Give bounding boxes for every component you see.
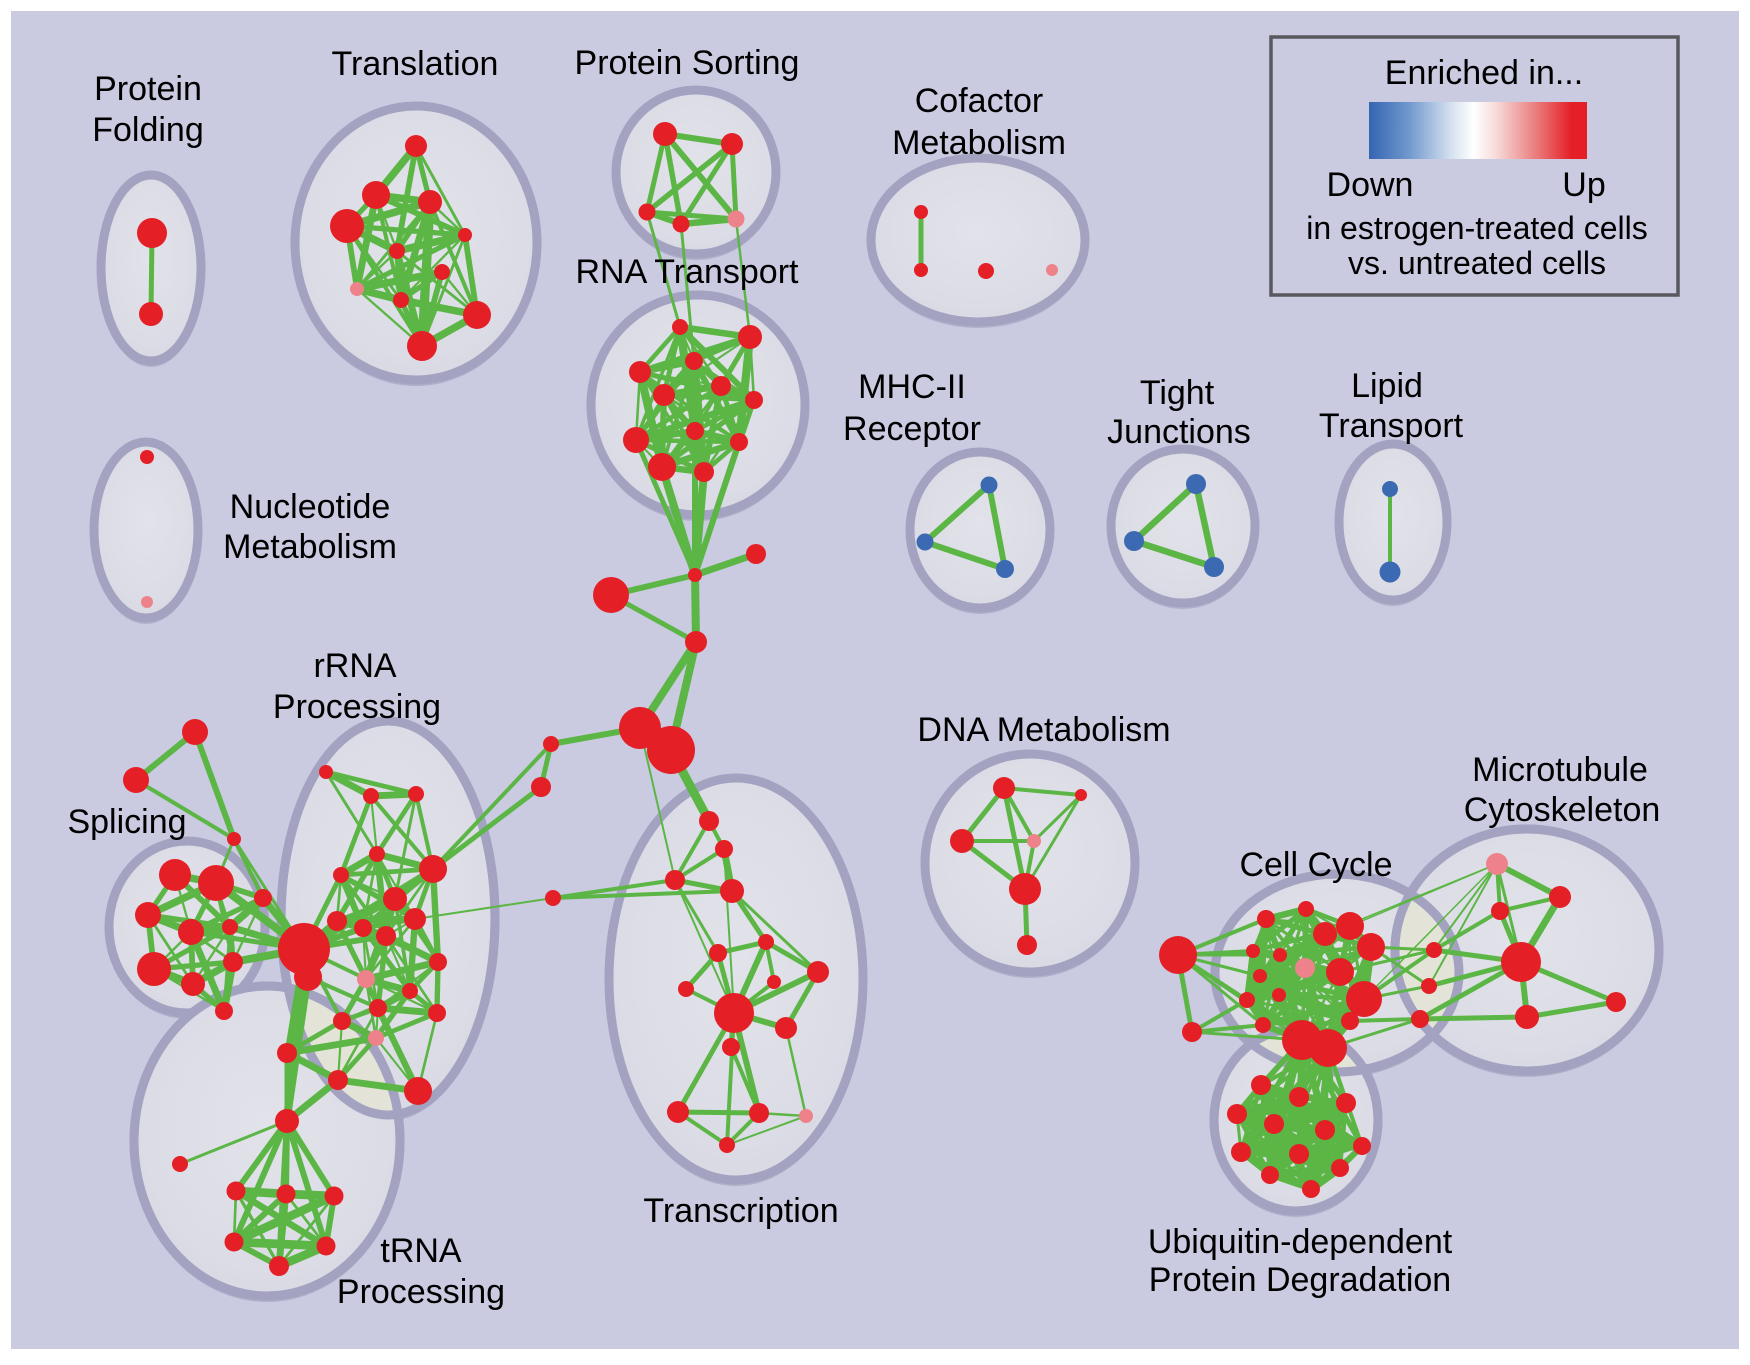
svg-text:rRNA: rRNA (313, 647, 396, 685)
svg-text:Protein Sorting: Protein Sorting (575, 44, 800, 82)
svg-text:Protein: Protein (94, 70, 202, 108)
svg-text:Transport: Transport (1319, 407, 1464, 445)
svg-text:RNA Transport: RNA Transport (576, 253, 800, 291)
svg-text:Protein Degradation: Protein Degradation (1149, 1261, 1451, 1299)
svg-text:Splicing: Splicing (67, 803, 186, 841)
svg-text:Processing: Processing (273, 688, 441, 726)
svg-text:Translation: Translation (332, 45, 499, 83)
svg-text:Cytoskeleton: Cytoskeleton (1464, 791, 1661, 829)
svg-text:DNA Metabolism: DNA Metabolism (917, 711, 1170, 749)
svg-text:Up: Up (1562, 166, 1605, 204)
svg-text:Microtubule: Microtubule (1472, 751, 1648, 789)
svg-text:MHC-II: MHC-II (858, 368, 966, 406)
svg-text:Cell Cycle: Cell Cycle (1239, 846, 1392, 884)
svg-text:Processing: Processing (337, 1273, 505, 1311)
svg-text:Metabolism: Metabolism (892, 124, 1066, 162)
svg-text:vs. untreated cells: vs. untreated cells (1348, 245, 1606, 281)
svg-text:Folding: Folding (92, 111, 204, 149)
svg-text:Nucleotide: Nucleotide (230, 488, 391, 526)
svg-text:Lipid: Lipid (1351, 367, 1423, 405)
svg-text:Metabolism: Metabolism (223, 528, 397, 566)
svg-text:Ubiquitin-dependent: Ubiquitin-dependent (1148, 1223, 1453, 1261)
svg-text:in estrogen-treated cells: in estrogen-treated cells (1306, 210, 1648, 246)
svg-text:Receptor: Receptor (843, 410, 981, 448)
svg-text:Tight: Tight (1140, 374, 1215, 412)
svg-text:Junctions: Junctions (1107, 413, 1251, 451)
svg-text:Enriched in...: Enriched in... (1385, 54, 1583, 92)
svg-text:Cofactor: Cofactor (915, 82, 1044, 120)
svg-text:Down: Down (1327, 166, 1414, 204)
svg-text:tRNA: tRNA (380, 1232, 462, 1270)
svg-text:Transcription: Transcription (643, 1192, 838, 1230)
